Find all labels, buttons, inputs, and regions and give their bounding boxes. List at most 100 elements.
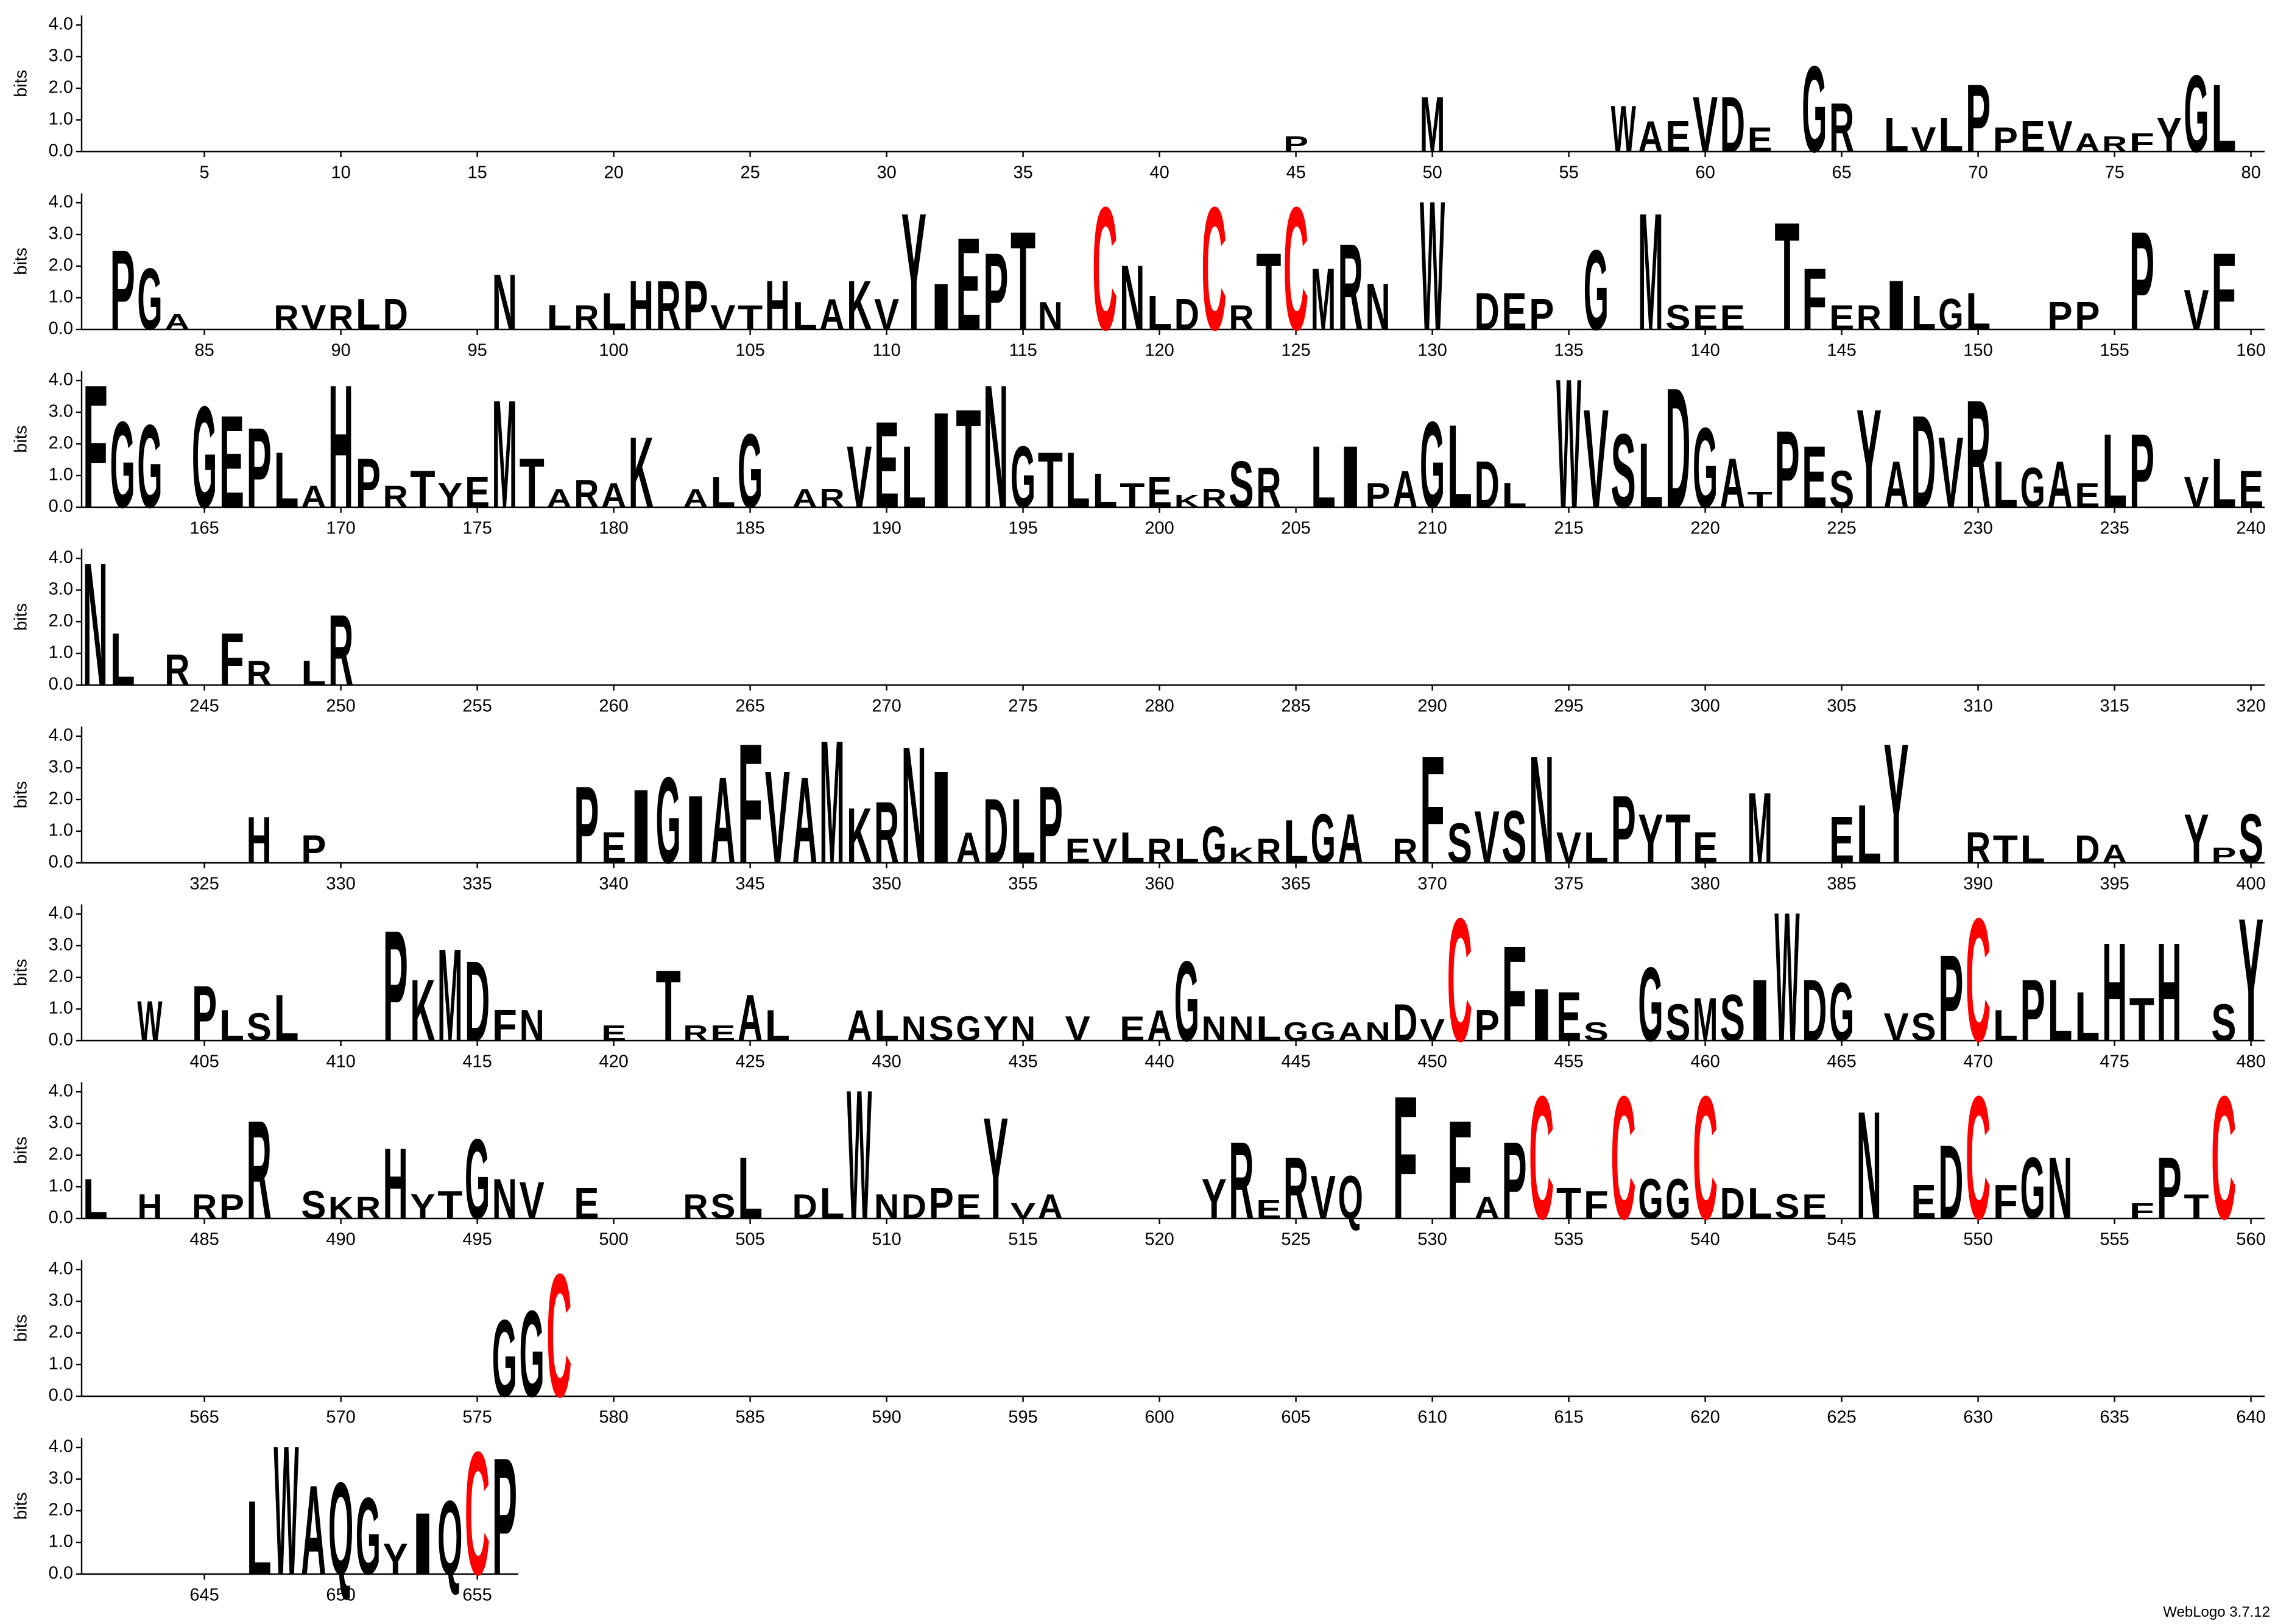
- logo-letter: P: [2157, 1140, 2182, 1237]
- logo-letter: V: [1092, 831, 1117, 870]
- logo-letter: A: [1147, 1001, 1172, 1050]
- y-tick-label: 0.0: [49, 1030, 73, 1050]
- x-tick-label: 70: [1968, 163, 1987, 183]
- x-tick-label: 65: [1832, 163, 1851, 183]
- y-tick-label: 3.0: [49, 1469, 73, 1488]
- logo-letter: S: [929, 1009, 954, 1048]
- logo-letter: F: [2129, 1198, 2154, 1223]
- x-tick-label: 10: [331, 163, 350, 183]
- x-tick-label: 535: [1554, 1230, 1583, 1250]
- logo-letter: E: [1693, 298, 1718, 337]
- y-tick-label: 0.0: [49, 1208, 73, 1228]
- logo-letter: I: [410, 1496, 435, 1593]
- logo-letter: L: [1447, 400, 1472, 533]
- logo-letter: R: [356, 1190, 381, 1225]
- y-tick-label: 3.0: [49, 1113, 73, 1133]
- logo-letter: S: [1447, 811, 1472, 876]
- x-tick-label: 275: [1008, 697, 1037, 716]
- y-tick-label: 4.0: [49, 370, 73, 390]
- logo-letter: S: [710, 1187, 735, 1226]
- y-tick-label: 0.0: [49, 141, 73, 161]
- logo-letter: A: [1338, 1017, 1363, 1046]
- x-tick-label: 415: [462, 1052, 492, 1072]
- logo-letter: T: [1774, 190, 1799, 362]
- logo-letter: D: [1665, 352, 1690, 544]
- x-tick-label: 590: [872, 1408, 901, 1427]
- x-tick-label: 130: [1417, 341, 1447, 360]
- logo-row: bits 0.0 1.0 2.0 3.0 4.0 165 170 175 180 185 190 195…: [12, 340, 2266, 546]
- x-tick-label: 615: [1554, 1408, 1583, 1427]
- logo-letter: G: [110, 396, 135, 533]
- y-tick-label: 1.0: [49, 643, 73, 663]
- y-tick-label: 3.0: [49, 402, 73, 421]
- x-tick-label: 425: [735, 1052, 764, 1072]
- x-tick-label: 435: [1008, 1052, 1037, 1072]
- x-tick-label: 225: [1827, 519, 1856, 538]
- x-tick-label: 655: [462, 1586, 492, 1605]
- logo-letter: N: [1529, 723, 1554, 896]
- logo-letter: P: [492, 1423, 517, 1610]
- logo-letter: M: [1420, 80, 1445, 169]
- logo-letter: D: [1911, 388, 1936, 536]
- logo-letter: D: [901, 1187, 926, 1226]
- logo-letter: D: [1720, 80, 1745, 169]
- logo-letter: S: [1774, 1187, 1799, 1226]
- logo-letter: P: [1475, 1001, 1500, 1050]
- logo-letter: R: [819, 483, 844, 513]
- x-tick-label: 125: [1281, 341, 1310, 360]
- x-tick-label: 360: [1144, 874, 1174, 894]
- logo-letter: M: [1638, 178, 1663, 365]
- logo-letter: N: [1120, 247, 1144, 350]
- logo-letter: A: [1720, 443, 1745, 522]
- logo-letter: F: [1392, 1059, 1417, 1256]
- x-tick-label: 405: [189, 1052, 219, 1072]
- logo-letter: G: [956, 1009, 981, 1048]
- logo-letter: W: [1420, 163, 1445, 368]
- logo-letter: C: [465, 1415, 490, 1611]
- logo-letter: A: [546, 483, 571, 513]
- logo-letter: D: [383, 290, 408, 339]
- logo-letter: Y: [901, 178, 926, 365]
- logo-letter: K: [847, 265, 872, 344]
- logo-letter: Y: [983, 1088, 1008, 1250]
- x-tick-label: 250: [326, 697, 355, 716]
- logo-letter: L: [1993, 448, 2018, 522]
- x-tick-label: 470: [1963, 1052, 1992, 1072]
- logo-letter: T: [1038, 435, 1063, 524]
- logo-letter: I: [683, 776, 708, 884]
- logo-letter: E: [1147, 468, 1172, 516]
- logo-letter: N: [1010, 1009, 1035, 1048]
- logo-letter: V: [1475, 795, 1500, 879]
- logo-letter: G: [1174, 937, 1199, 1065]
- logo-letter: T: [1120, 476, 1144, 515]
- logo-letter: G: [492, 1297, 517, 1420]
- logo-letter: I: [929, 384, 954, 536]
- logo-letter: S: [2211, 993, 2236, 1052]
- logo-letter: L: [710, 468, 735, 516]
- y-tick-label: 2.0: [49, 1323, 73, 1342]
- logo-letter: L: [1120, 823, 1144, 872]
- logo-letter: D: [1475, 281, 1500, 340]
- logo-letter: P: [301, 827, 326, 871]
- logo-letter: L: [1092, 464, 1117, 518]
- logo-letter: S: [1611, 412, 1636, 530]
- x-tick-label: 395: [2100, 874, 2129, 894]
- logo-letter: M: [437, 921, 462, 1069]
- logo-letter: I: [929, 270, 954, 344]
- logo-letter: P: [1365, 476, 1390, 515]
- logo-letter: N: [2047, 1140, 2072, 1237]
- x-tick-label: 495: [462, 1230, 492, 1250]
- logo-letter: R: [1338, 218, 1363, 356]
- logo-letter: R: [1829, 88, 1854, 166]
- logo-letter: E: [1802, 1187, 1827, 1226]
- logo-letter: G: [1283, 1017, 1308, 1046]
- logo-letter: N: [1365, 270, 1390, 344]
- x-tick-label: 365: [1281, 874, 1310, 894]
- logo-letter: C: [2211, 1059, 2236, 1256]
- y-axis-label: bits: [12, 426, 31, 453]
- logo-letter: E: [1256, 1195, 1281, 1224]
- logo-letter: A: [738, 982, 763, 1055]
- x-tick-label: 335: [462, 874, 492, 894]
- x-tick-label: 170: [326, 519, 355, 538]
- x-tick-label: 565: [189, 1408, 219, 1427]
